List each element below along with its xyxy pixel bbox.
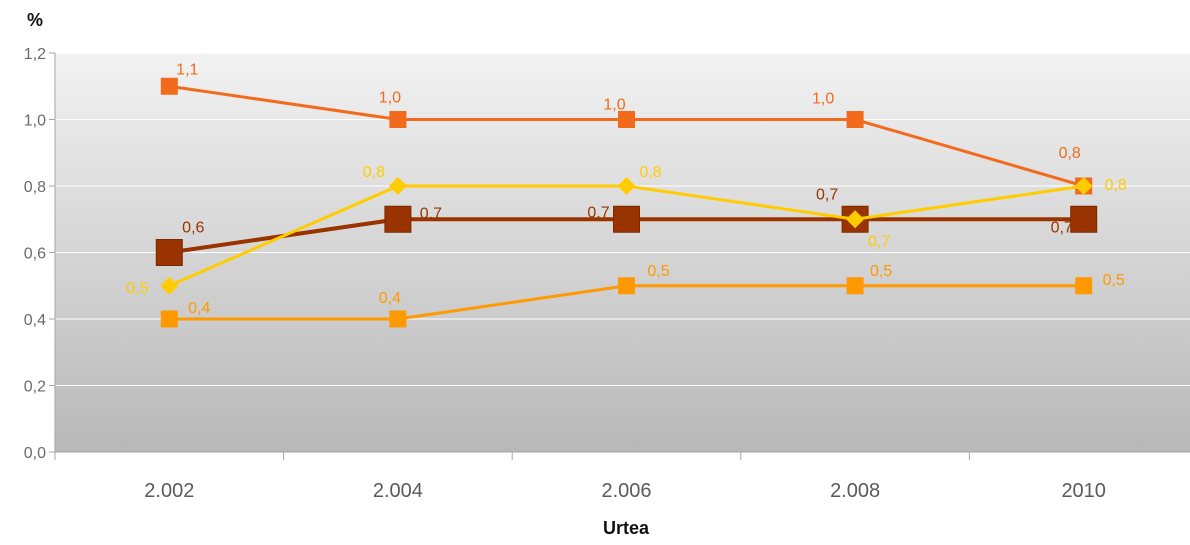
series-2-data-label: 0,7 [816,186,838,203]
series-4-marker [1075,277,1093,295]
y-tick-label: 0,2 [24,379,46,396]
series-4-data-label: 0,5 [647,263,669,280]
data-labels: 1,1 1,0 1,0 1,0 0,8 0,6 0,7 0,7 0,7 0,7 0,5 0,8 0,8 0… [126,61,1127,317]
y-tick-label: 1,2 [24,46,46,63]
y-tick-label: 0,8 [24,179,46,196]
y-tick-label: 0,4 [24,312,46,329]
series-2-marker [155,239,183,266]
x-tick-label: 2010 [1061,480,1106,502]
series-3-data-label: 0,8 [363,164,385,181]
y-tick-label: 0,6 [24,246,46,263]
series-3-data-label: 0,8 [639,164,661,181]
series-4-marker [618,277,635,295]
series-1-data-label: 0,8 [1059,145,1081,162]
series-2-data-label: 0,7 [587,204,609,221]
x-axis-title: Urtea [603,518,650,538]
series-1-marker [160,77,178,95]
series-2-marker [1070,205,1098,233]
x-tick-label: 2.006 [601,480,651,502]
series-2-marker [613,205,640,233]
series-3-marker [846,210,865,229]
series-3-data-label: 0,5 [126,280,148,297]
series-2-data-label: 0,7 [420,205,442,222]
axes: 0,0 0,2 0,4 0,6 0,8 1,0 1,2 2.002 2.004 2.006 2.00… [24,46,1190,502]
series-3-marker [617,177,636,195]
series-3-marker [160,276,179,295]
series-4-marker [160,310,178,328]
series-4-data-label: 0,4 [379,290,401,307]
series-2-marker [384,205,412,233]
series-1-data-label: 1,0 [603,97,625,114]
series-1-marker [389,111,407,128]
series-2-data-label: 0,7 [1051,219,1073,236]
series-3-marker [388,177,407,195]
series-4-marker [846,277,864,295]
series-4-marker [389,310,407,328]
series-3-marker [1074,177,1093,195]
series-group [155,77,1098,328]
series-3-data-label: 0,8 [1105,177,1127,194]
series-3-data-label: 0,7 [868,233,890,250]
series-1-marker [618,111,635,128]
series-4-data-label: 0,4 [188,300,210,317]
y-tick-label: 1,0 [24,113,46,130]
x-tick-label: 2.008 [830,480,880,502]
series-4-data-label: 0,5 [870,263,892,280]
series-4-data-label: 0,5 [1103,272,1125,289]
series-1-data-label: 1,1 [176,61,198,78]
y-tick-label: 0,0 [24,445,46,462]
series-2-data-label: 0,6 [182,220,204,237]
x-tick-label: 2.004 [373,480,423,502]
series-1-data-label: 1,0 [812,91,834,108]
y-axis-title: % [27,10,43,30]
x-tick-label: 2.002 [144,480,194,502]
series-1-data-label: 1,0 [379,90,401,107]
series-1-marker [846,111,864,128]
